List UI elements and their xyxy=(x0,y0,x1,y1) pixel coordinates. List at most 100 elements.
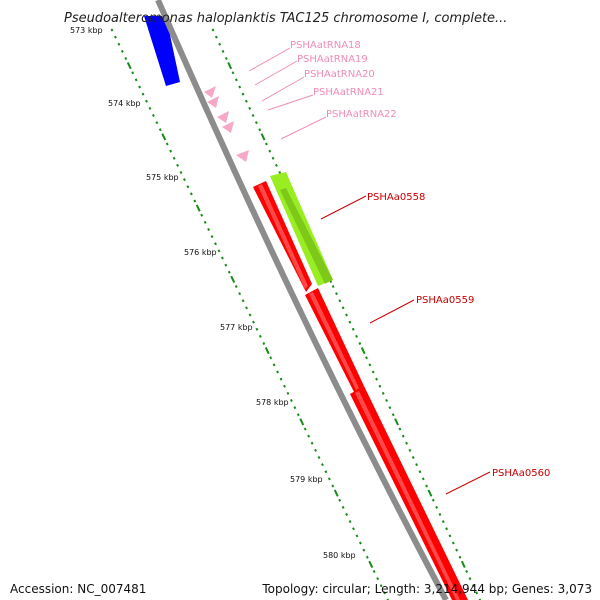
track-dot xyxy=(120,49,124,53)
orf-shade xyxy=(280,188,333,284)
tick-label: 576 kbp xyxy=(184,248,217,257)
upstream-gene[interactable] xyxy=(144,16,180,86)
track-major-tick xyxy=(126,62,132,70)
track-dot xyxy=(238,292,242,296)
track-dot xyxy=(310,441,314,445)
cds-leader xyxy=(320,195,367,220)
track-dot xyxy=(471,584,475,588)
track-dot xyxy=(254,121,258,125)
track-major-tick xyxy=(427,489,433,497)
trna-marker[interactable] xyxy=(204,86,216,98)
track-dot xyxy=(271,156,275,160)
track-dot xyxy=(351,327,355,331)
track-dot xyxy=(241,92,245,96)
trna-marker[interactable] xyxy=(207,96,219,108)
tick-label: 579 kbp xyxy=(290,475,323,484)
track-dot xyxy=(245,306,248,310)
track-major-tick xyxy=(394,418,399,426)
track-dot xyxy=(248,313,252,317)
trna-marker[interactable] xyxy=(236,150,249,162)
ruler-labels: 573 kbp 574 kbp 575 kbp 576 kbp 577 kbp … xyxy=(70,26,356,560)
track-dot xyxy=(365,555,369,559)
track-dot xyxy=(445,527,449,531)
track-dot xyxy=(338,299,342,303)
tick-label: 573 kbp xyxy=(70,26,103,35)
inner-dotted-track xyxy=(110,28,390,600)
accession-text: Accession: NC_007481 xyxy=(10,582,147,596)
track-dot xyxy=(155,121,159,125)
track-dot xyxy=(231,71,235,75)
track-dot xyxy=(358,341,362,346)
track-dot xyxy=(372,569,376,574)
track-dot xyxy=(165,142,169,146)
track-dot xyxy=(186,185,190,189)
track-dot xyxy=(365,356,368,360)
track-dot xyxy=(468,577,472,581)
track-dot xyxy=(193,199,197,203)
track-dot xyxy=(214,35,218,39)
track-dot xyxy=(269,356,273,360)
track-dot xyxy=(251,113,255,118)
sequence-backbone xyxy=(155,0,449,600)
track-dot xyxy=(210,235,214,239)
trna-leader xyxy=(261,76,305,102)
track-dot xyxy=(348,320,352,324)
track-dot xyxy=(405,441,408,445)
map-title: Pseudoalteromonas haloplanktis TAC125 ch… xyxy=(64,11,507,26)
trna-marker[interactable] xyxy=(217,111,229,123)
trna-leader xyxy=(280,116,327,140)
track-dot xyxy=(425,484,429,488)
cds-label: PSHAa0559 xyxy=(416,295,474,306)
track-dot xyxy=(383,591,386,595)
tick-label: 580 kbp xyxy=(323,551,356,560)
track-dot xyxy=(255,327,259,331)
track-dot xyxy=(224,263,228,267)
track-dot xyxy=(131,71,135,75)
track-dot xyxy=(321,463,324,467)
track-dot xyxy=(375,377,378,381)
track-dot xyxy=(211,28,215,32)
track-dot xyxy=(352,527,355,531)
track-dot xyxy=(114,35,117,39)
track-dot xyxy=(303,427,307,431)
tick-label: 574 kbp xyxy=(108,99,141,108)
track-dot xyxy=(381,391,385,395)
track-dot xyxy=(214,242,217,246)
track-dot xyxy=(418,470,422,474)
track-dot xyxy=(458,555,462,559)
track-dot xyxy=(124,56,128,61)
track-major-tick xyxy=(161,133,167,141)
track-dot xyxy=(138,85,142,89)
track-dot xyxy=(172,156,176,160)
track-dot xyxy=(278,170,282,175)
track-dot xyxy=(391,413,395,417)
track-dot xyxy=(307,434,311,438)
track-dot xyxy=(338,498,342,502)
track-dot xyxy=(368,363,372,367)
orf-feature[interactable] xyxy=(270,172,333,286)
track-major-tick xyxy=(264,347,270,355)
track-dot xyxy=(408,448,412,452)
track-dot xyxy=(415,463,419,467)
trna-label: PSHAatRNA20 xyxy=(304,69,375,80)
track-dot xyxy=(331,284,335,289)
track-dot xyxy=(358,541,362,545)
trna-label: PSHAatRNA19 xyxy=(297,54,368,65)
track-dot xyxy=(207,227,211,232)
trna-label: PSHAatRNA22 xyxy=(326,109,397,120)
trna-label: PSHAatRNA18 xyxy=(290,40,361,51)
genome-summary-text: Topology: circular; Length: 3,214,944 bp… xyxy=(262,582,592,596)
track-dot xyxy=(355,334,358,338)
track-dot xyxy=(227,270,231,274)
track-dot xyxy=(234,284,238,289)
track-dot xyxy=(441,520,445,524)
track-dot xyxy=(401,434,405,438)
track-dot xyxy=(331,484,335,488)
trna-leader xyxy=(267,94,314,111)
trna-marker[interactable] xyxy=(222,121,234,133)
track-dot xyxy=(379,584,383,588)
track-dot xyxy=(362,548,366,552)
track-dot xyxy=(385,398,388,403)
track-dot xyxy=(252,320,255,324)
track-dot xyxy=(117,42,121,46)
